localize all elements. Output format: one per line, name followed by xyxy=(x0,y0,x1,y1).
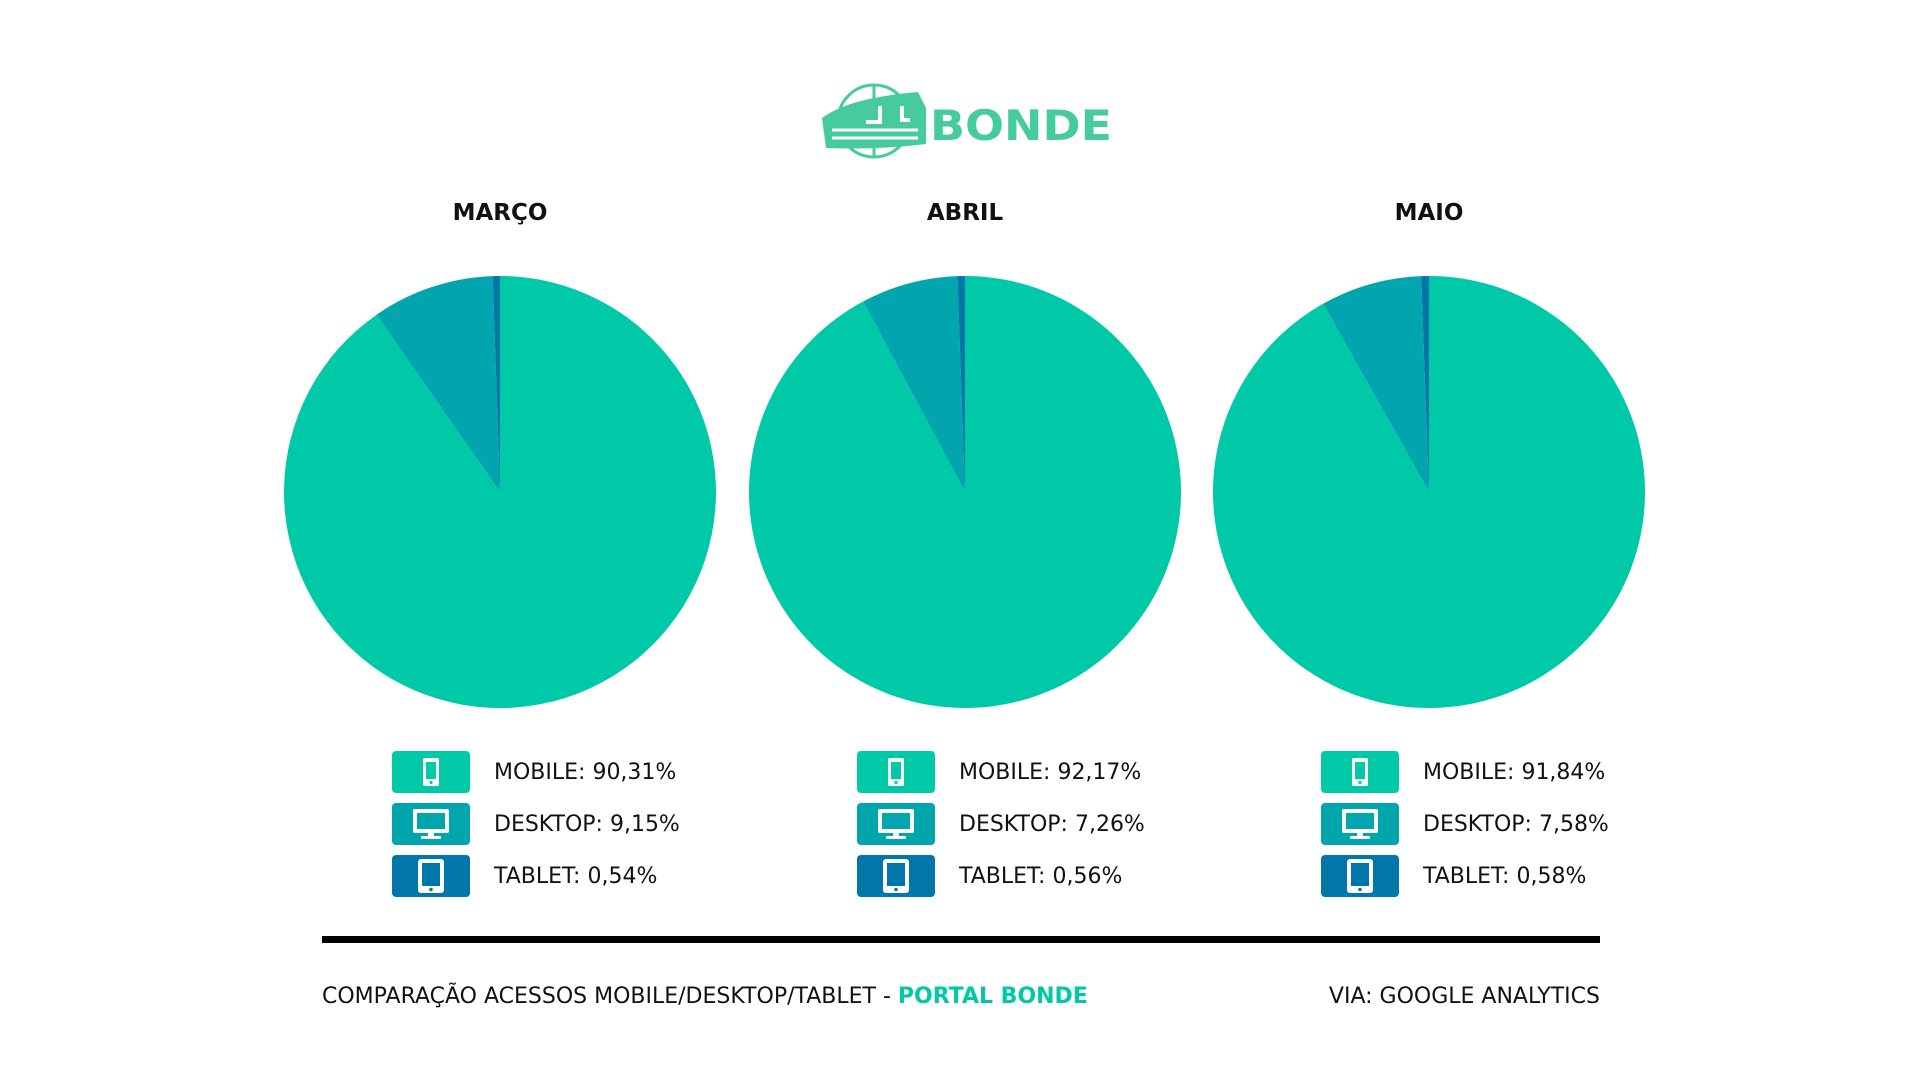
legend-item-mobile: MOBILE: 91,84% xyxy=(1321,751,1605,793)
pie-slice-tablet xyxy=(957,276,965,492)
legend-label-mobile: MOBILE: 92,17% xyxy=(959,759,1142,785)
footer-source: VIA: GOOGLE ANALYTICS xyxy=(1328,984,1600,1009)
desktop-icon xyxy=(392,803,470,845)
legend-label-desktop: DESKTOP: 7,26% xyxy=(959,811,1145,837)
tablet-icon xyxy=(857,855,935,897)
month-chart: MAIO MOBILE: 91,84% DESKTOP: 7,58% TABLE… xyxy=(1197,0,1661,900)
tablet-icon xyxy=(392,855,470,897)
month-title: ABRIL xyxy=(926,200,1004,226)
month-chart: ABRIL MOBILE: 92,17% DESKTOP: 7,26% TABL… xyxy=(733,0,1197,900)
month-chart: MARÇO MOBILE: 90,31% DESKTOP: 9,15% TABL… xyxy=(268,0,732,900)
legend-label-desktop: DESKTOP: 9,15% xyxy=(494,811,680,837)
desktop-icon xyxy=(1321,803,1399,845)
mobile-icon xyxy=(392,751,470,793)
footer-caption: COMPARAÇÃO ACESSOS MOBILE/DESKTOP/TABLET… xyxy=(322,984,1088,1009)
legend-item-mobile: MOBILE: 92,17% xyxy=(857,751,1141,793)
pie-chart xyxy=(1213,276,1645,708)
month-title: MARÇO xyxy=(452,200,548,226)
footer-portal-name: PORTAL BONDE xyxy=(897,984,1088,1009)
mobile-icon xyxy=(1321,751,1399,793)
legend-item-desktop: DESKTOP: 7,58% xyxy=(1321,803,1609,845)
legend-item-mobile: MOBILE: 90,31% xyxy=(392,751,676,793)
legend-label-mobile: MOBILE: 91,84% xyxy=(1423,759,1606,785)
legend-label-tablet: TABLET: 0,56% xyxy=(959,863,1123,889)
pie-slice-mobile xyxy=(283,276,716,708)
month-title: MAIO xyxy=(1394,200,1464,226)
legend-label-tablet: TABLET: 0,58% xyxy=(1423,863,1587,889)
legend-item-tablet: TABLET: 0,56% xyxy=(857,855,1122,897)
legend-label-desktop: DESKTOP: 7,58% xyxy=(1423,811,1609,837)
footer-caption-text: COMPARAÇÃO ACESSOS MOBILE/DESKTOP/TABLET… xyxy=(322,984,898,1009)
tablet-icon xyxy=(1321,855,1399,897)
legend-item-tablet: TABLET: 0,54% xyxy=(392,855,657,897)
pie-slice-tablet xyxy=(1421,276,1429,492)
legend-label-mobile: MOBILE: 90,31% xyxy=(494,759,677,785)
legend-item-desktop: DESKTOP: 9,15% xyxy=(392,803,680,845)
desktop-icon xyxy=(857,803,935,845)
pie-slice-tablet xyxy=(492,276,500,492)
bonde-logo: BONDE xyxy=(822,83,1112,159)
legend-label-tablet: TABLET: 0,54% xyxy=(494,863,658,889)
legend-item-tablet: TABLET: 0,58% xyxy=(1321,855,1586,897)
svg-text:BONDE: BONDE xyxy=(930,101,1112,150)
pie-slice-desktop xyxy=(376,276,500,492)
legend-item-desktop: DESKTOP: 7,26% xyxy=(857,803,1145,845)
divider-line xyxy=(322,936,1600,943)
pie-slice-desktop xyxy=(863,276,965,492)
mobile-icon xyxy=(857,751,935,793)
pie-chart xyxy=(749,276,1181,708)
pie-slice-desktop xyxy=(1323,276,1429,492)
pie-chart xyxy=(283,276,716,708)
